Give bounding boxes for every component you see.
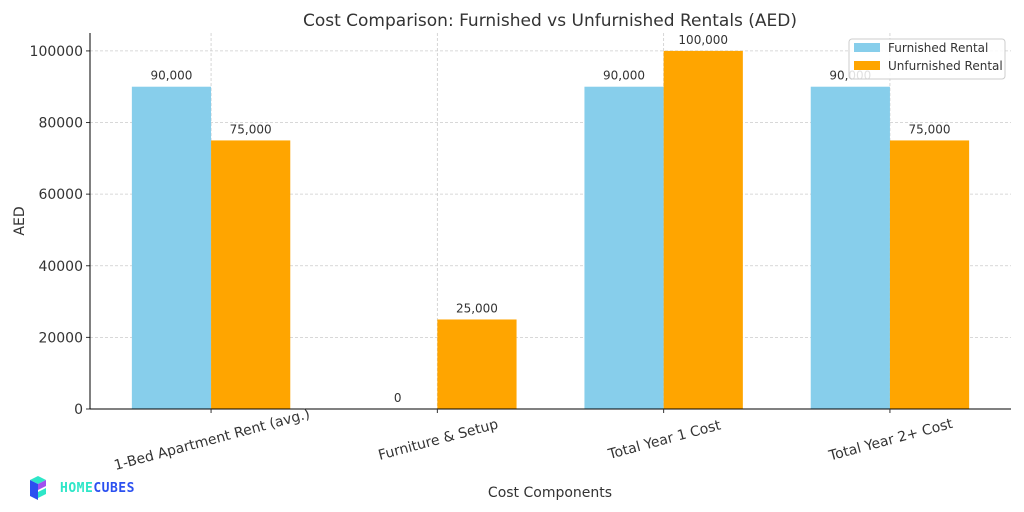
y-tick-label: 20000 — [38, 330, 83, 346]
chart-title: Cost Comparison: Furnished vs Unfurnishe… — [303, 11, 797, 31]
x-axis-label: Cost Components — [488, 485, 612, 501]
x-tick-label: 1-Bed Apartment Rent (avg.) — [112, 406, 311, 474]
legend-swatch — [854, 43, 880, 52]
bar-unfurnished — [211, 140, 291, 409]
logo-text-home: HOME — [60, 480, 94, 496]
legend-label: Unfurnished Rental — [888, 59, 1003, 73]
data-label: 90,000 — [150, 69, 192, 83]
bar-furnished — [810, 86, 890, 409]
legend-swatch — [854, 61, 880, 70]
y-tick-label: 0 — [74, 402, 83, 418]
data-label: 75,000 — [230, 122, 272, 136]
data-label: 25,000 — [456, 301, 498, 315]
legend-label: Furnished Rental — [888, 41, 988, 55]
cube-logo-icon — [30, 476, 46, 500]
data-label: 90,000 — [603, 69, 645, 83]
bar-unfurnished — [889, 140, 970, 409]
y-tick-label: 100000 — [30, 44, 83, 60]
data-label: 0 — [394, 391, 402, 405]
x-tick-label: Furniture & Setup — [377, 416, 500, 463]
data-label: 75,000 — [909, 122, 951, 136]
bar-furnished — [584, 86, 664, 409]
data-label: 100,000 — [678, 33, 728, 47]
bar-unfurnished — [663, 50, 743, 410]
y-tick-label: 40000 — [38, 259, 83, 275]
y-axis-label: AED — [12, 206, 28, 235]
logo-text-cubes: CUBES — [93, 480, 135, 496]
y-tick-label: 80000 — [38, 116, 83, 132]
bar-unfurnished — [437, 319, 517, 409]
homecubes-logo: HOMECUBES — [26, 474, 135, 502]
bar-furnished — [131, 86, 212, 409]
y-tick-label: 60000 — [38, 187, 83, 203]
legend-box — [848, 38, 1006, 80]
x-tick-label: Total Year 2+ Cost — [826, 416, 955, 465]
x-tick-label: Total Year 1 Cost — [606, 417, 723, 463]
